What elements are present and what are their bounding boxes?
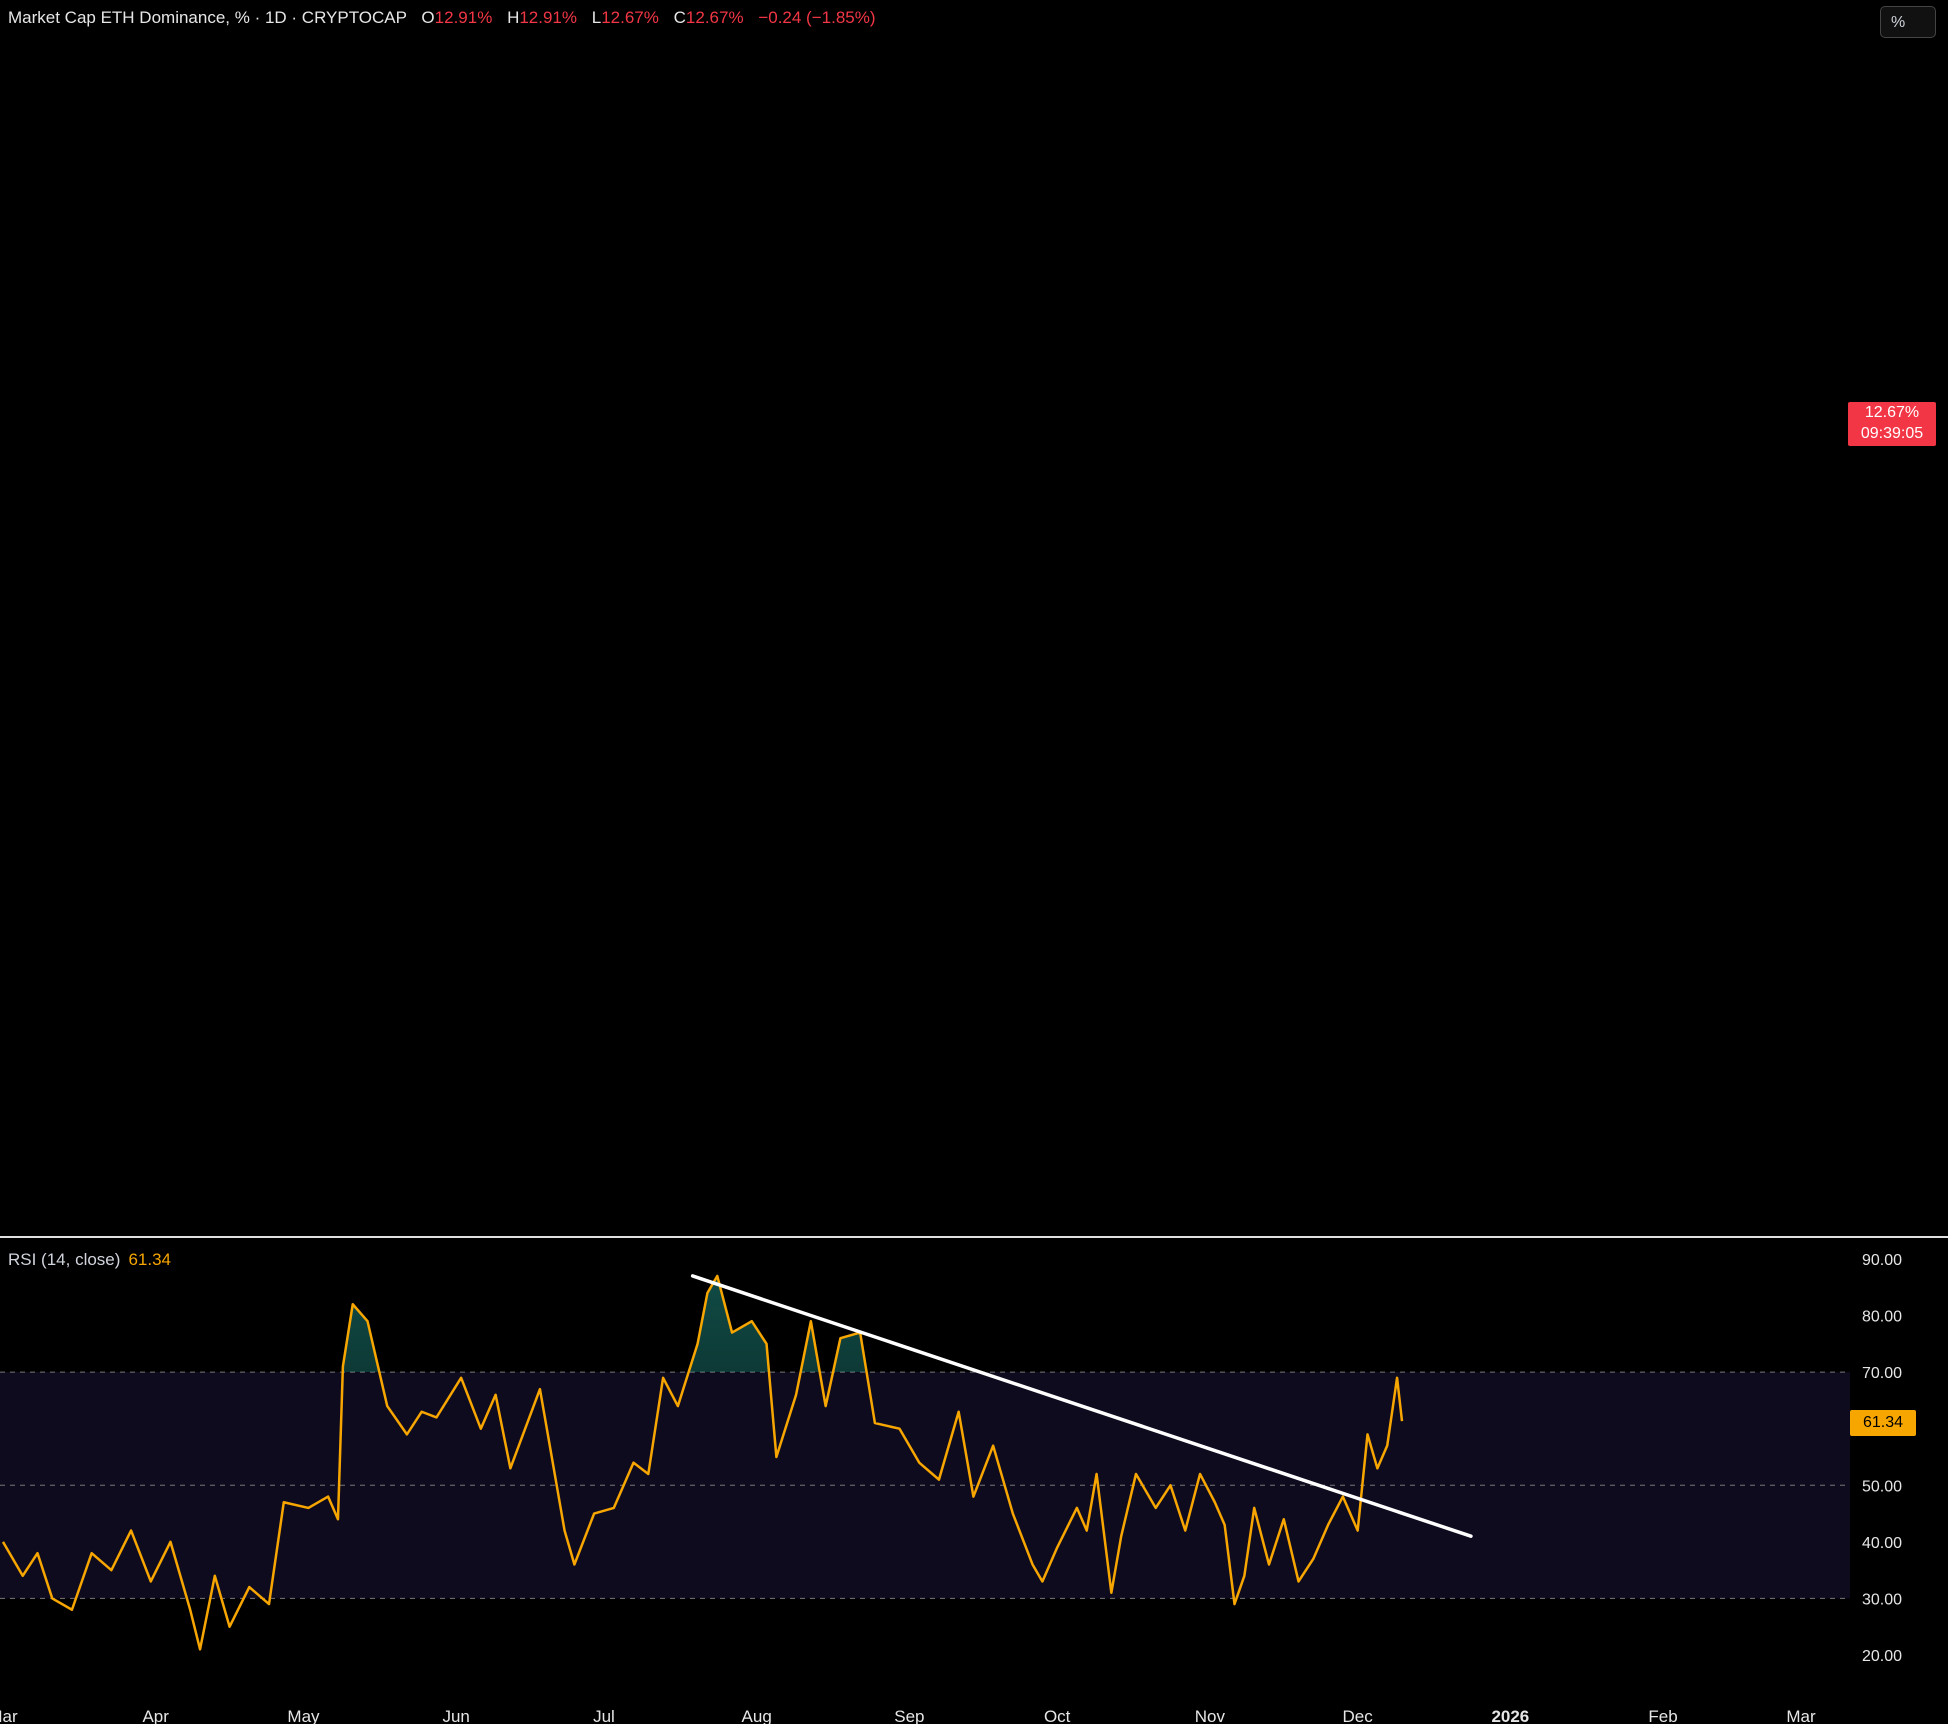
ohlc-close-value: 12.67% <box>685 8 744 27</box>
ohlc-open-value: 12.91% <box>434 8 493 27</box>
time-tick-label: Sep <box>894 1707 924 1724</box>
bar-countdown: 09:39:05 <box>1860 425 1924 442</box>
time-tick-label: Oct <box>1044 1707 1071 1724</box>
time-tick-label: Aug <box>742 1707 772 1724</box>
rsi-tick-label: 70.00 <box>1862 1365 1902 1382</box>
rsi-tick-label: 50.00 <box>1862 1478 1902 1495</box>
last-price-badge: 12.67% 09:39:05 <box>1848 402 1936 446</box>
time-tick-label: Mar <box>1786 1707 1816 1724</box>
time-axis: Mar Apr May Jun Jul Aug Sep Oct Nov Dec 2026 Feb Mar <box>0 1707 1816 1724</box>
symbol-title: Market Cap ETH Dominance, % · 1D · CRYPT… <box>8 8 407 27</box>
rsi-tick-label: 40.00 <box>1862 1535 1902 1552</box>
rsi-line <box>1 1274 1404 1651</box>
time-tick-label: May <box>287 1707 320 1724</box>
rsi-tick-label: 80.00 <box>1862 1309 1902 1326</box>
rsi-value-badge: 61.34 <box>1850 1410 1916 1436</box>
ohlc-low-key: L <box>591 8 602 27</box>
time-tick-label: Nov <box>1195 1707 1226 1724</box>
time-tick-label: Jul <box>593 1707 615 1724</box>
ohlc-close-key: C <box>673 8 686 27</box>
percent-scale-button[interactable]: % <box>1880 6 1936 38</box>
time-tick-label: Feb <box>1648 1707 1677 1724</box>
ohlc-high-key: H <box>507 8 520 27</box>
time-tick-label: Jun <box>442 1707 469 1724</box>
time-tick-label: 2026 <box>1491 1707 1529 1724</box>
ohlc-open-key: O <box>421 8 435 27</box>
last-price-value: 12.67% <box>1864 404 1920 421</box>
rsi-value: 61.34 <box>128 1250 171 1269</box>
ohlc-high-value: 12.91% <box>519 8 578 27</box>
time-tick-label: Dec <box>1343 1707 1374 1724</box>
symbol-header: Market Cap ETH Dominance, % · 1D · CRYPT… <box>8 8 876 28</box>
rsi-label: RSI (14, close) <box>8 1250 121 1269</box>
rsi-header: RSI (14, close) 61.34 <box>8 1250 171 1270</box>
rsi-trendline-1 <box>690 1274 1473 1538</box>
rsi-tick-label: 20.00 <box>1862 1648 1902 1665</box>
ohlc-low-value: 12.67% <box>601 8 659 27</box>
time-tick-label: Apr <box>142 1707 169 1724</box>
price-change: −0.24 (−1.85%) <box>758 8 876 27</box>
rsi-points <box>2 1275 1403 1650</box>
time-tick-label: Mar <box>0 1707 18 1724</box>
rsi-tick-label: 90.00 <box>1862 1252 1902 1269</box>
rsi-tick-label: 30.00 <box>1862 1591 1902 1608</box>
